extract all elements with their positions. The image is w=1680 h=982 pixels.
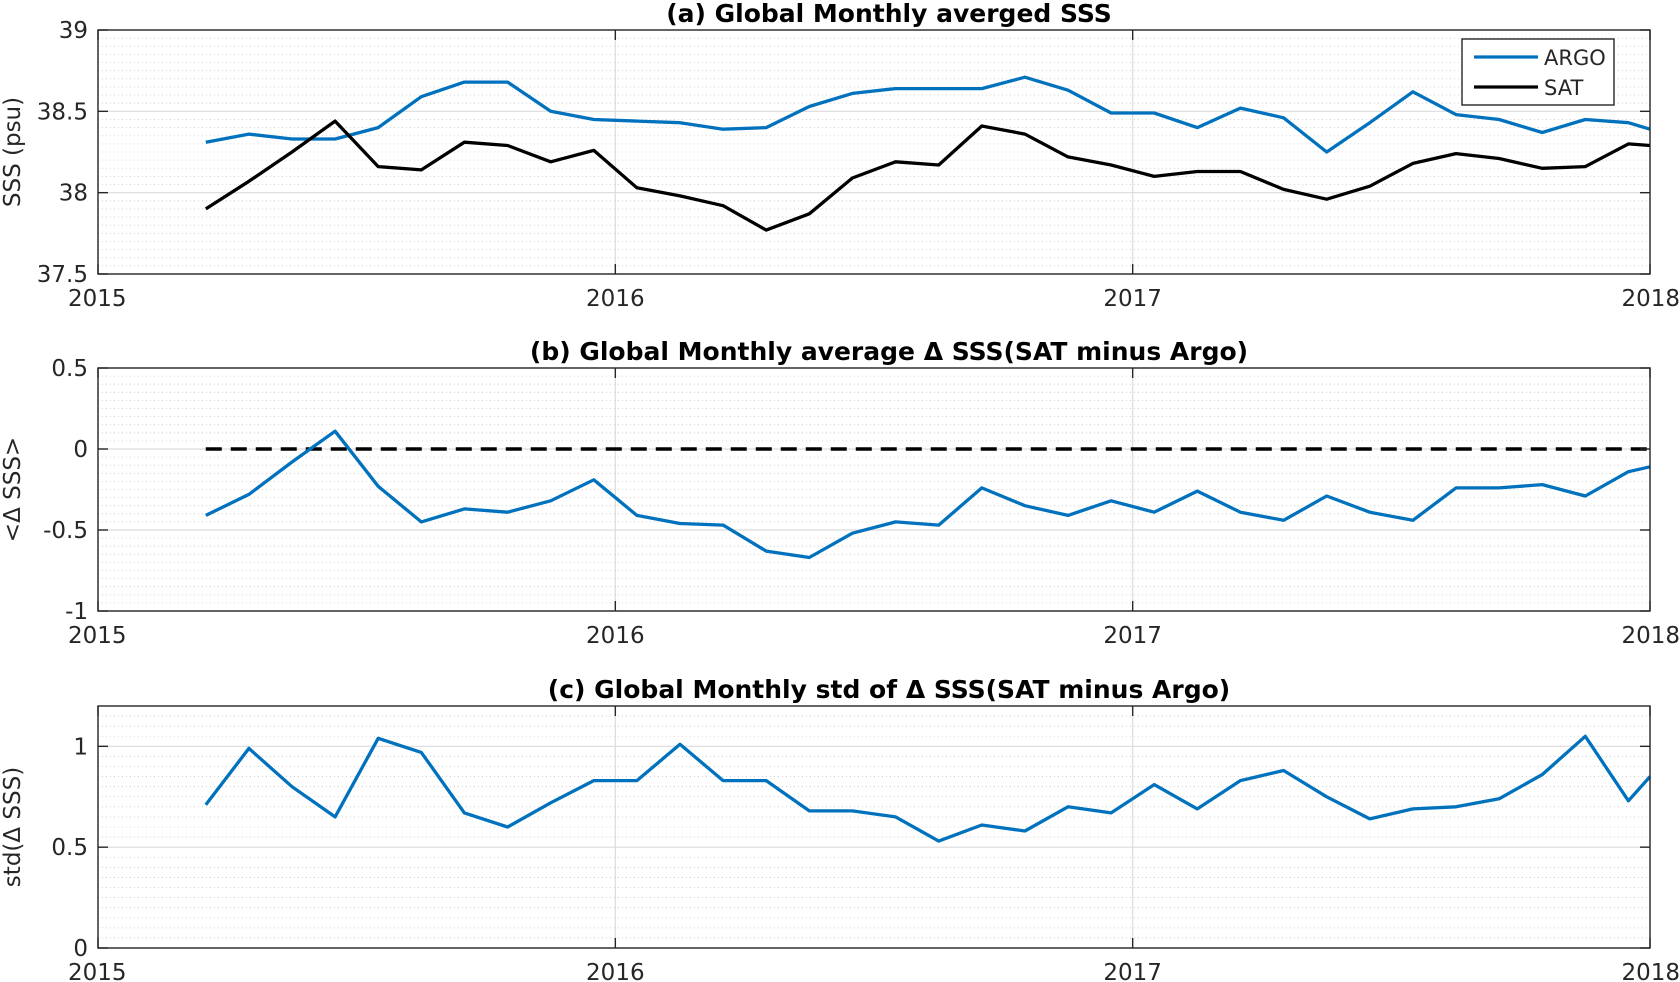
legend-box bbox=[1461, 38, 1615, 106]
x-tick-label: 2017 bbox=[1103, 286, 1162, 312]
panel-title: (b) Global Monthly average Δ SSS(SAT min… bbox=[530, 337, 1248, 366]
axes-box bbox=[97, 705, 1651, 949]
axes-box bbox=[97, 367, 1651, 612]
x-tick-label: 2015 bbox=[68, 960, 127, 982]
panel-title: (a) Global Monthly averged SSS bbox=[666, 0, 1112, 28]
panel-a: 37.5 38 38.5 39 2015 2016 2017 2018 (a) Global M… bbox=[0, 0, 1680, 312]
x-tick-label: 2016 bbox=[586, 286, 645, 312]
y-tick-label: 38.5 bbox=[37, 99, 88, 125]
legend-label-argo: ARGO bbox=[1544, 46, 1606, 70]
x-tick-label: 2016 bbox=[586, 623, 645, 649]
x-tick-label: 2016 bbox=[586, 960, 645, 982]
y-axis-label: <Δ SSS> bbox=[0, 437, 26, 542]
y-tick-label: -0.5 bbox=[43, 518, 88, 544]
x-tick-label: 2018 bbox=[1621, 286, 1680, 312]
y-tick-label: -1 bbox=[65, 599, 88, 625]
x-tick-label: 2017 bbox=[1103, 960, 1162, 982]
y-axis-label: std(Δ SSS) bbox=[0, 767, 26, 887]
y-tick-label: 1 bbox=[73, 734, 88, 760]
panel-title: (c) Global Monthly std of Δ SSS(SAT minu… bbox=[548, 675, 1230, 704]
y-tick-label: 39 bbox=[59, 18, 88, 44]
x-tick-label: 2015 bbox=[68, 286, 127, 312]
y-tick-label: 0.5 bbox=[51, 835, 88, 861]
x-tick-label: 2018 bbox=[1621, 960, 1680, 982]
x-tick-label: 2018 bbox=[1621, 623, 1680, 649]
y-tick-label: 0 bbox=[73, 437, 88, 463]
series-line-argo bbox=[205, 75, 1651, 154]
x-tick-label: 2015 bbox=[68, 623, 127, 649]
legend-label-sat: SAT bbox=[1544, 76, 1583, 100]
panel-c: 0 0.5 1 2015 2016 2017 2018 (c) Global Monthly … bbox=[0, 675, 1680, 982]
panel-b: -1 -0.5 0 0.5 2015 2016 2017 2018 (b) Global Mon… bbox=[0, 337, 1680, 649]
axes-box bbox=[97, 29, 1651, 275]
y-tick-label: 38 bbox=[59, 181, 88, 207]
y-tick-label: 37.5 bbox=[37, 262, 88, 288]
series-line-sat bbox=[204, 119, 1651, 232]
y-axis-label: SSS (psu) bbox=[0, 97, 26, 207]
y-tick-label: 0 bbox=[73, 936, 88, 962]
series-line-series-1 bbox=[204, 734, 1652, 843]
x-tick-label: 2017 bbox=[1103, 623, 1162, 649]
y-tick-label: 0.5 bbox=[51, 356, 88, 382]
